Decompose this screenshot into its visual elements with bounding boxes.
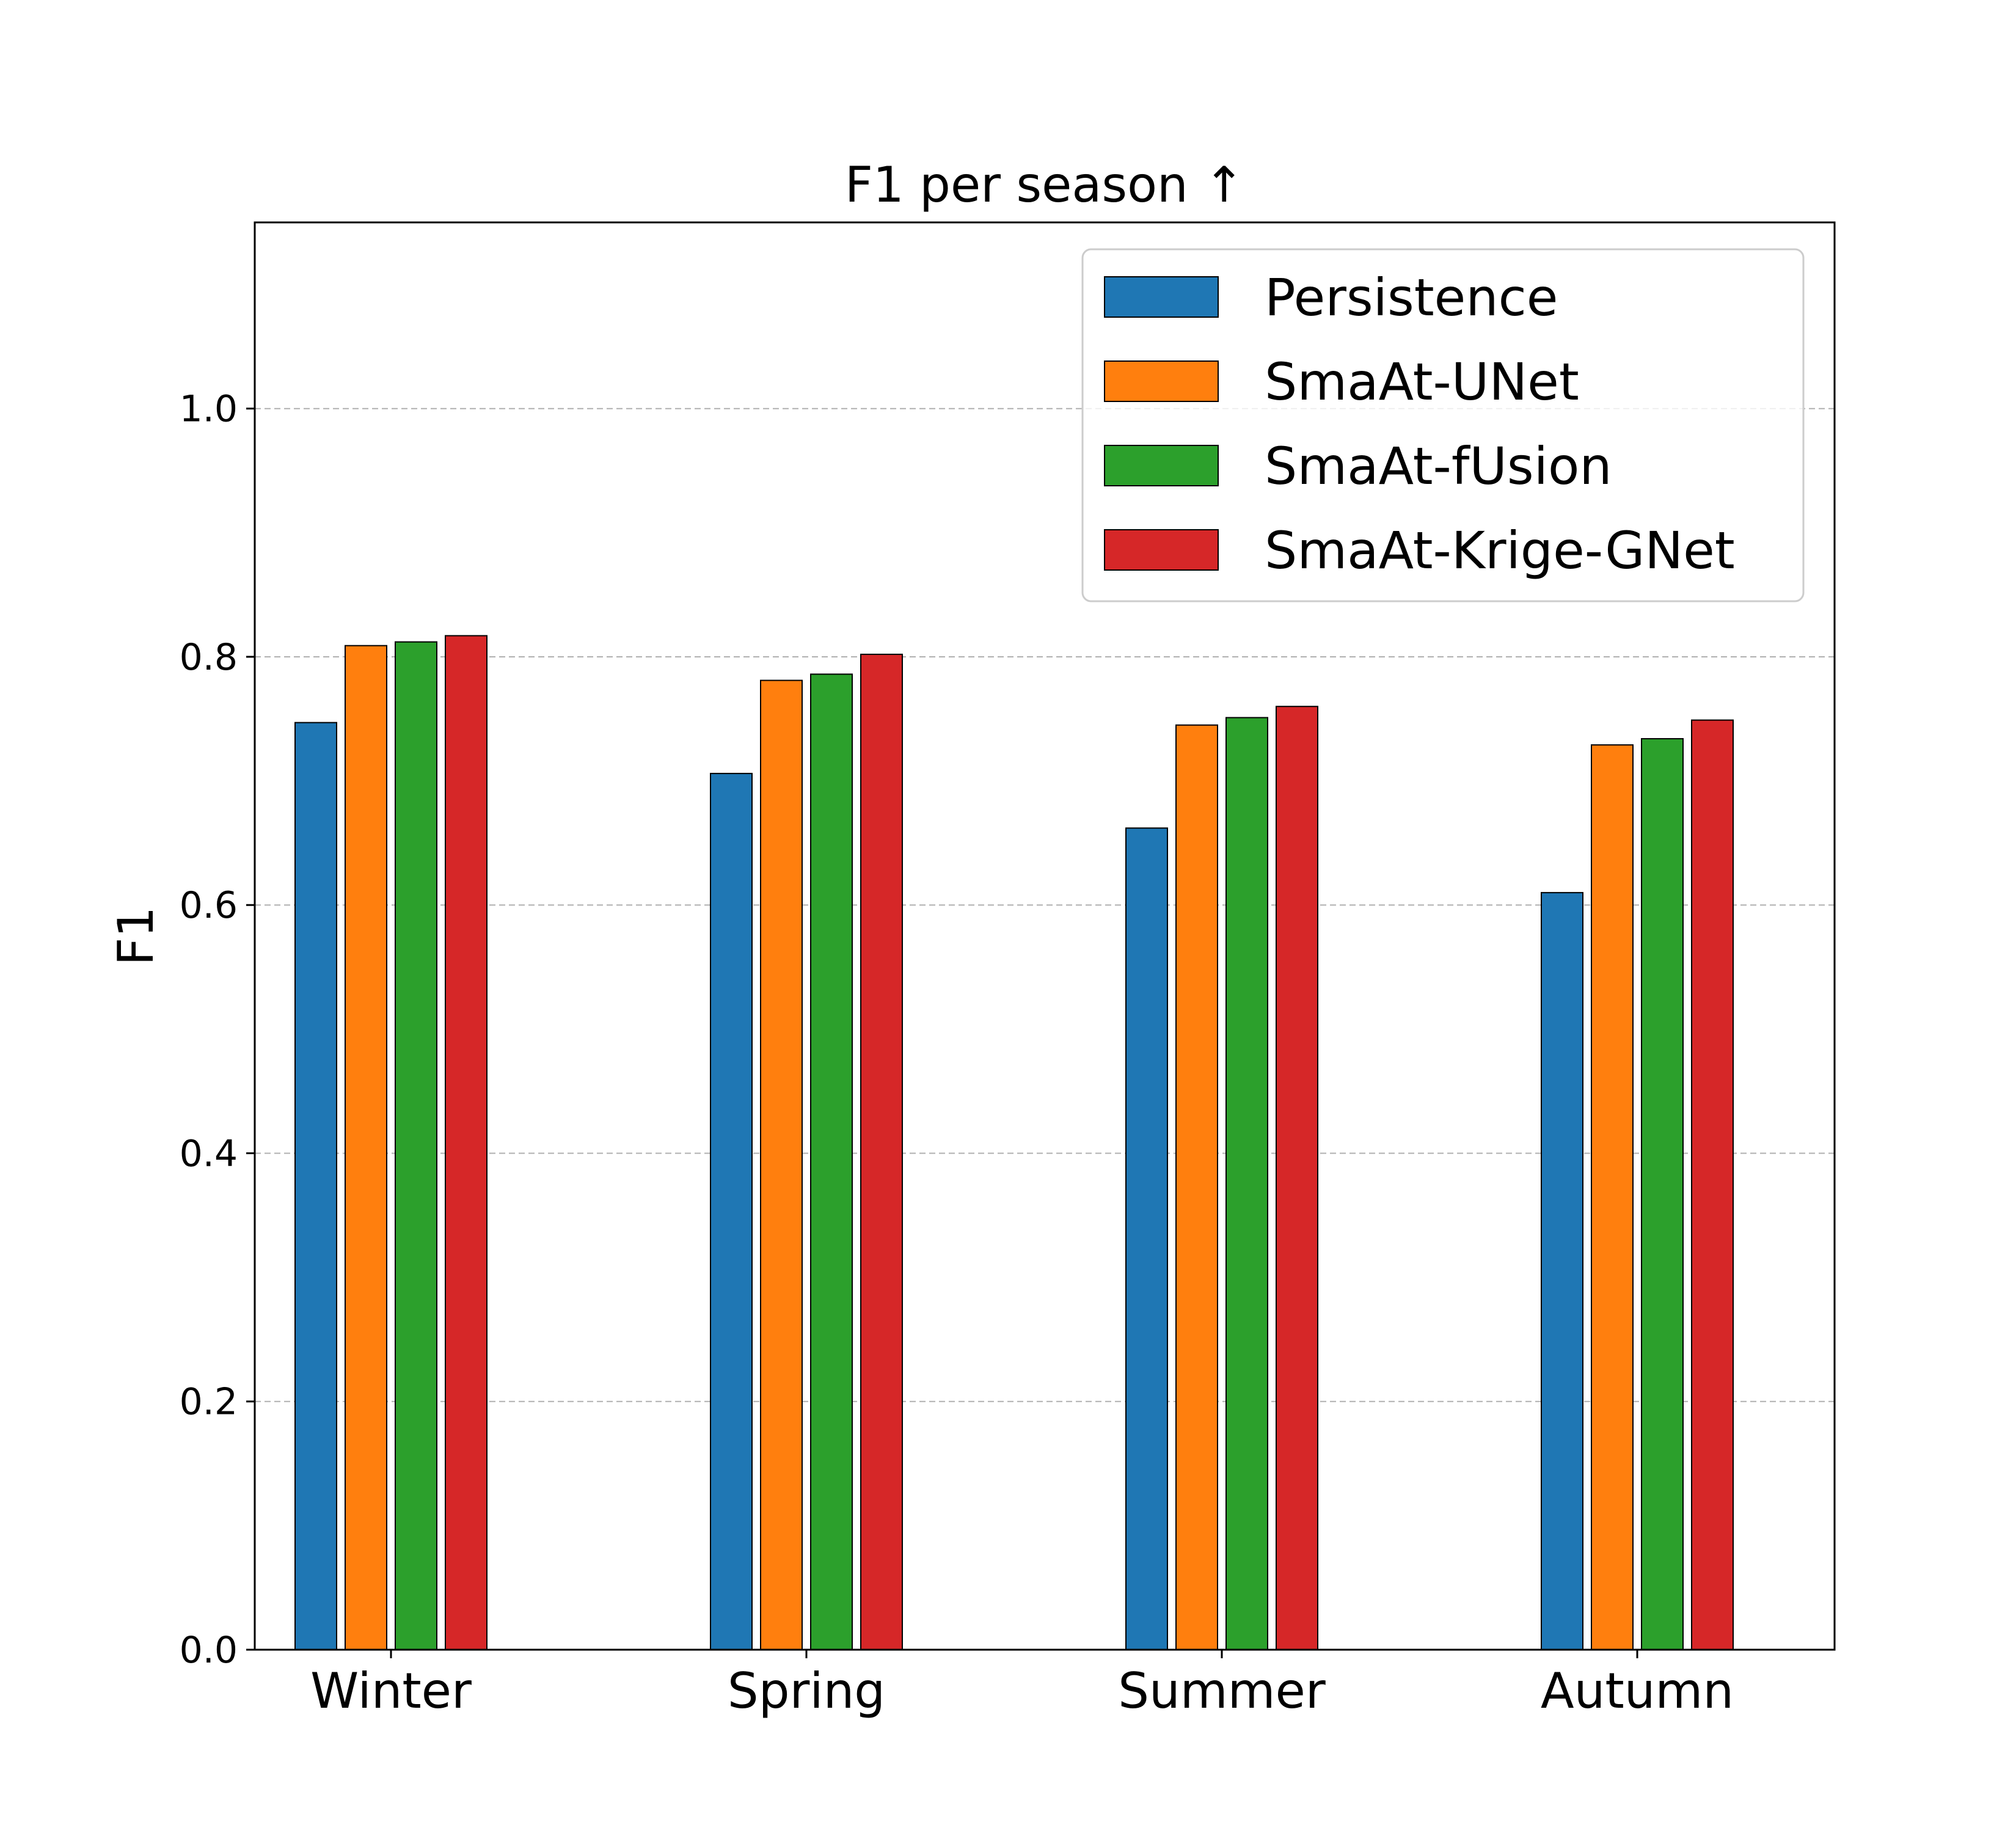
legend-swatch	[1104, 360, 1219, 402]
x-tick-label: Summer	[1118, 1663, 1326, 1719]
x-tick-label: Autumn	[1541, 1663, 1734, 1719]
bar-winter-smaat-fusion	[395, 641, 437, 1650]
legend-label: SmaAt-UNet	[1265, 352, 1579, 412]
bar-autumn-smaat-unet	[1591, 744, 1634, 1650]
y-tick-label: 0.4	[180, 1132, 238, 1175]
bar-spring-smaat-fusion	[810, 673, 853, 1650]
y-tick-label: 1.0	[180, 388, 238, 431]
x-tick-label: Spring	[728, 1663, 885, 1719]
chart-title: F1 per season ↑	[845, 156, 1244, 213]
legend-label: SmaAt-Krige-GNet	[1265, 521, 1735, 580]
bar-autumn-smaat-krige-gnet	[1691, 719, 1734, 1650]
y-tick-label: 0.0	[180, 1629, 238, 1672]
bar-winter-persistence	[294, 722, 337, 1650]
bar-summer-persistence	[1125, 827, 1168, 1650]
y-tick-label: 0.2	[180, 1381, 238, 1424]
bar-summer-smaat-fusion	[1225, 717, 1268, 1650]
y-tick-label: 0.6	[180, 884, 238, 927]
bar-autumn-smaat-fusion	[1641, 738, 1684, 1650]
legend-label: SmaAt-fUsion	[1265, 436, 1612, 496]
bar-spring-smaat-krige-gnet	[860, 653, 903, 1650]
x-axis: Winter Spring Summer Autumn	[310, 1650, 1734, 1719]
bar-autumn-persistence	[1541, 891, 1583, 1650]
y-axis: 0.0 0.2 0.4 0.6 0.8 1.0	[180, 388, 255, 1672]
legend-label: Persistence	[1265, 268, 1558, 327]
y-axis-label: F1	[108, 907, 164, 966]
legend-frame	[1081, 248, 1805, 602]
bar-summer-smaat-unet	[1175, 724, 1218, 1650]
bar-winter-smaat-unet	[345, 645, 387, 1650]
legend-swatch	[1104, 529, 1219, 571]
x-tick-label: Winter	[310, 1663, 472, 1719]
bar-winter-smaat-krige-gnet	[445, 635, 488, 1650]
plot-frame	[254, 221, 1836, 1651]
bar-summer-smaat-krige-gnet	[1276, 706, 1318, 1650]
legend-swatch	[1104, 276, 1219, 318]
y-tick-label: 0.8	[180, 636, 238, 679]
legend: Persistence SmaAt-UNet SmaAt-fUsion SmaAt-K…	[1081, 248, 1805, 602]
bars	[294, 635, 1734, 1650]
legend-swatch	[1104, 445, 1219, 486]
bar-spring-persistence	[710, 772, 753, 1650]
bar-spring-smaat-unet	[760, 679, 803, 1650]
